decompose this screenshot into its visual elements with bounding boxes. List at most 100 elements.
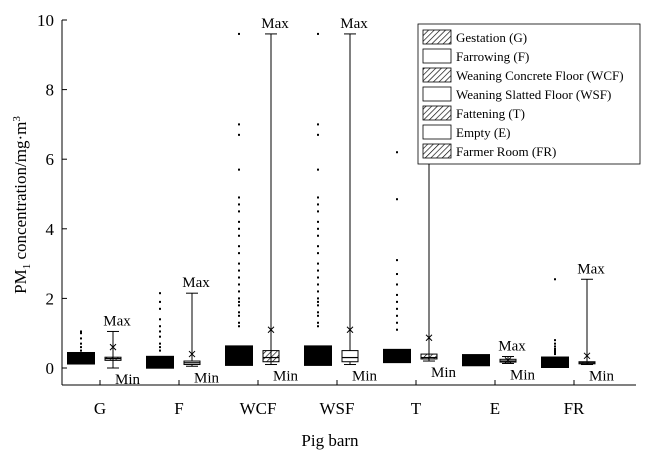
outlier-point [159, 330, 161, 333]
y-axis-label-sub: 1 [21, 264, 33, 270]
outlier-point [317, 220, 319, 223]
outlier-point [238, 262, 240, 265]
outlier-point [238, 311, 240, 314]
outlier-point [317, 168, 319, 171]
legend-frame [417, 23, 641, 165]
legend-swatch [422, 29, 452, 45]
max-label: Max [103, 313, 131, 329]
outlier-point [159, 307, 161, 310]
outlier-point [238, 269, 240, 272]
legend-entry: Gestation (G) [456, 30, 527, 45]
outlier-point [80, 346, 82, 349]
outlier-point [554, 339, 556, 342]
mean-marker [267, 326, 275, 334]
outlier-point [554, 347, 556, 350]
y-tick-label: 8 [46, 81, 55, 100]
min-label: Min [115, 372, 141, 388]
x-axis-label: Pig barn [301, 431, 359, 450]
box-iqr [262, 350, 280, 363]
outlier-point [396, 293, 398, 296]
outlier-point [317, 252, 319, 255]
x-tick-label: FR [564, 399, 585, 418]
outlier-point [396, 259, 398, 262]
outlier-point [317, 245, 319, 248]
mean-marker [583, 352, 591, 360]
min-label: Min [510, 367, 536, 383]
legend-swatch [422, 48, 452, 64]
mean-marker [188, 350, 196, 358]
max-label: Max [182, 275, 210, 291]
legend-swatch [422, 105, 452, 121]
outlier-point [238, 227, 240, 230]
outlier-point [317, 321, 319, 324]
axes [61, 20, 636, 386]
outlier-point [396, 151, 398, 154]
legend-swatch [422, 124, 452, 140]
outlier-point [317, 269, 319, 272]
legend-entry: Farmer Room (FR) [456, 144, 556, 159]
outlier-point [159, 300, 161, 303]
outlier-point [317, 297, 319, 300]
outlier-point [317, 311, 319, 314]
sample-band [225, 345, 253, 366]
legend-swatch [422, 143, 452, 159]
min-label: Min [194, 370, 220, 386]
outlier-point [238, 276, 240, 279]
outlier-point [317, 123, 319, 126]
outlier-point [396, 198, 398, 201]
outlier-point [238, 321, 240, 324]
outlier-point [238, 196, 240, 199]
legend-entry: Farrowing (F) [456, 49, 529, 64]
outlier-point [317, 283, 319, 286]
outlier-point [396, 300, 398, 303]
y-axis-label-main: PM [11, 269, 30, 294]
min-label: Min [589, 369, 615, 385]
outlier-point [317, 196, 319, 199]
y-tick-label: 2 [46, 289, 55, 308]
y-axis-label-sup: 3 [11, 116, 23, 122]
x-tick-label: WSF [320, 399, 355, 418]
outlier-point [159, 335, 161, 338]
outlier-point [554, 353, 556, 356]
outlier-point [317, 203, 319, 206]
outlier-point [554, 278, 556, 281]
outlier-point [317, 290, 319, 293]
sample-band [67, 351, 95, 365]
outlier-point [396, 321, 398, 324]
box-iqr [420, 353, 438, 360]
legend-entry: Weaning Slatted Floor (WSF) [456, 87, 611, 102]
y-tick-label: 10 [37, 11, 54, 30]
legend-swatch [422, 67, 452, 83]
x-ticks: G F WCF WSF T E FR [94, 380, 585, 418]
y-ticks: 0 2 4 6 8 10 [37, 11, 67, 378]
legend-entry: Fattening (T) [456, 106, 525, 121]
outlier-point [317, 133, 319, 136]
outlier-point [159, 292, 161, 295]
outlier-point [554, 342, 556, 345]
outlier-point [238, 314, 240, 317]
plot-area: MaxMinMaxMinMaxMinMaxMinMaxMinMaxMinMaxM… [67, 16, 615, 388]
outlier-point [238, 133, 240, 136]
sample-band [462, 354, 490, 367]
max-label: Max [498, 339, 526, 355]
box-iqr [341, 350, 359, 363]
outlier-point [317, 210, 319, 213]
box-group-wsf: Max Min [304, 16, 378, 385]
y-tick-label: 6 [46, 150, 55, 169]
outlier-point [396, 307, 398, 310]
outlier-point [396, 314, 398, 317]
outlier-point [317, 32, 319, 35]
legend-entry: Empty (E) [456, 125, 511, 140]
y-axis-label-rest: concentration/mg·m [11, 122, 30, 264]
outlier-point [80, 337, 82, 340]
outlier-point [317, 234, 319, 237]
outlier-point [317, 325, 319, 328]
outlier-point [396, 283, 398, 286]
min-label: Min [431, 365, 457, 381]
outlier-point [80, 332, 82, 335]
box-group-e: Max Min [462, 339, 536, 383]
outlier-point [317, 276, 319, 279]
max-label: Max [577, 261, 605, 277]
box-group-g: Max Min [67, 313, 141, 388]
